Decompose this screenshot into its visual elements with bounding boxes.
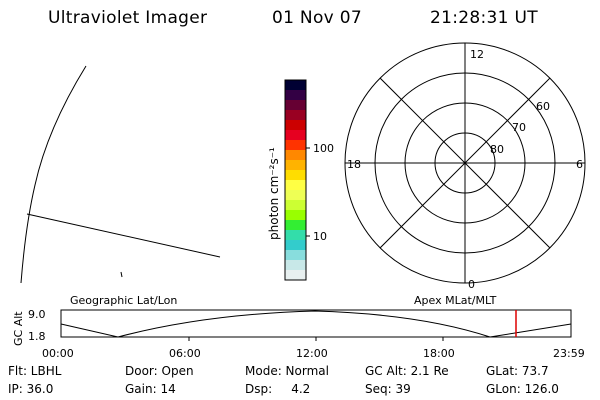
info-ip: IP: 36.0 (8, 382, 54, 396)
timeline-geo-title: Geographic Lat/Lon (70, 294, 177, 307)
colorbar-band (285, 210, 306, 221)
colorbar-band (285, 230, 306, 241)
geo-grid-tick (120, 271, 123, 278)
info-seq: Seq: 39 (365, 382, 411, 396)
colorbar-band (285, 90, 306, 101)
info-door: Door: Open (125, 364, 194, 378)
timeline-xtick-label: 12:00 (296, 347, 328, 360)
timeline-apex-title: Apex MLat/MLT (414, 294, 497, 307)
timeline-axis-label: GC Alt (12, 311, 25, 346)
colorbar-band (285, 160, 306, 171)
colorbar-band (285, 190, 306, 201)
colorbar (285, 80, 306, 281)
colorbar-band (285, 130, 306, 141)
timeline-xtick-label: 06:00 (169, 347, 201, 360)
colorbar-band (285, 120, 306, 131)
colorbar-tick-label-100: 100 (313, 142, 334, 155)
mlt-label-0: 0 (468, 278, 475, 291)
info-gain: Gain: 14 (125, 382, 176, 396)
colorbar-band (285, 200, 306, 211)
earth-limb-line (20, 65, 87, 284)
timeline-ytick-1-8: 1.8 (28, 330, 46, 343)
colorbar-band (285, 140, 306, 151)
geo-grid-line (26, 213, 221, 258)
mlat-label-80: 80 (490, 143, 504, 156)
timeline-frame (60, 309, 572, 338)
mlt-label-6: 6 (576, 158, 583, 171)
timeline-xtick-label: 23:59 (553, 347, 585, 360)
info-mode: Mode: Normal (245, 364, 329, 378)
earth-image-panel (20, 65, 221, 284)
colorbar-band (285, 260, 306, 271)
date-label: 01 Nov 07 (272, 8, 362, 28)
info-gc-alt: GC Alt: 2.1 Re (365, 364, 449, 378)
colorbar-unit-label: photon cm⁻²s⁻¹ (267, 147, 281, 240)
info-glat: GLat: 73.7 (486, 364, 549, 378)
colorbar-band (285, 80, 306, 91)
polar-diagonal (379, 77, 551, 249)
mlat-label-60: 60 (536, 100, 550, 113)
polar-plot (344, 42, 586, 284)
colorbar-band (285, 110, 306, 121)
mlt-label-12: 12 (470, 48, 484, 61)
colorbar-band (285, 220, 306, 231)
colorbar-band (285, 150, 306, 161)
colorbar-band (285, 240, 306, 251)
colorbar-tick-label-10: 10 (313, 230, 327, 243)
instrument-title: Ultraviolet Imager (48, 8, 208, 28)
colorbar-band (285, 180, 306, 191)
colorbar-band (285, 270, 306, 281)
info-flt: Flt: LBHL (8, 364, 62, 378)
colorbar-band (285, 100, 306, 111)
info-glon: GLon: 126.0 (486, 382, 559, 396)
mlt-label-18: 18 (347, 158, 361, 171)
colorbar-band (285, 170, 306, 181)
colorbar-band (285, 250, 306, 261)
altitude-curve (60, 310, 572, 338)
timeline-ytick-9: 9.0 (28, 308, 46, 321)
time-label: 21:28:31 UT (430, 8, 538, 28)
timeline-xtick-label: 00:00 (42, 347, 74, 360)
timeline-xtick-label: 18:00 (423, 347, 455, 360)
mlat-label-70: 70 (512, 121, 526, 134)
colorbar-frame (284, 79, 307, 281)
info-dsp: Dsp: 4.2 (245, 382, 311, 396)
